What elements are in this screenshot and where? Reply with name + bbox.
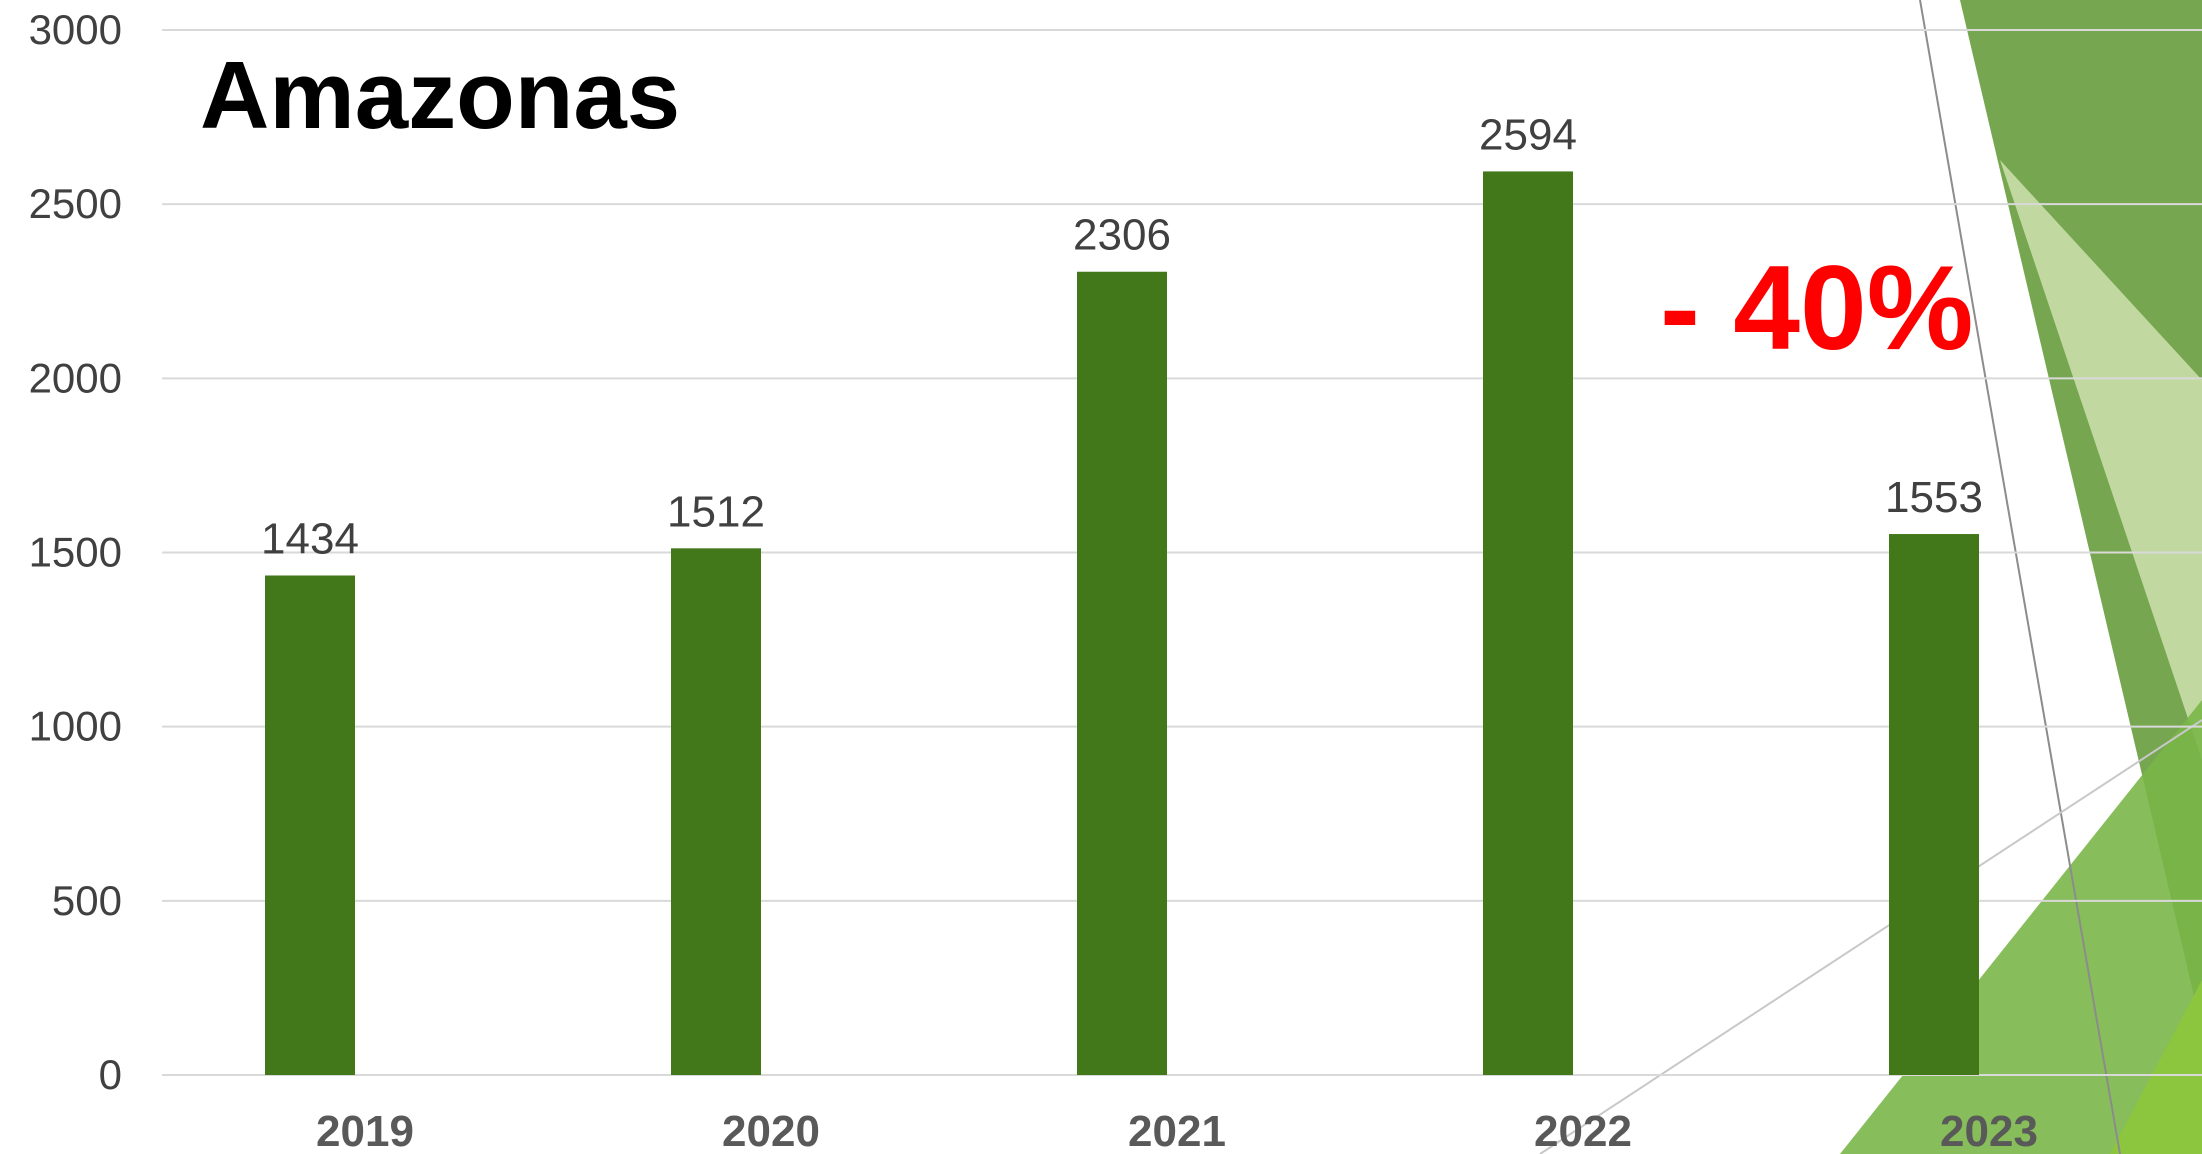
deco-triangle-lime [2110,980,2202,1154]
deco-triangle-light [2000,160,2202,760]
bar-2020 [671,548,761,1075]
x-axis-categories: 2019 2020 2021 2022 2023 [316,1107,2038,1154]
bars [265,171,1979,1075]
data-label-2019: 1434 [261,514,359,563]
data-label-2021: 2306 [1073,211,1171,260]
y-tick-label: 500 [52,877,122,924]
bar-2021 [1077,271,1167,1075]
bar-2022 [1483,171,1573,1075]
deco-line [1539,719,2202,1154]
data-label-2023: 1553 [1885,473,1983,522]
deco-line [1919,0,2121,1154]
chart-title: Amazonas [200,42,681,149]
bar-2023 [1889,534,1979,1075]
decorative-shapes [1539,0,2202,1154]
category-label-2019: 2019 [316,1107,414,1154]
data-labels: 1434 1512 2306 2594 1553 [261,110,1983,563]
y-tick-label: 2500 [29,180,122,227]
y-tick-label: 2000 [29,354,122,401]
data-label-2022: 2594 [1479,110,1577,159]
category-label-2022: 2022 [1534,1107,1632,1154]
gridlines [162,29,2202,1076]
y-axis-ticks: 0 500 1000 1500 2000 2500 3000 [29,6,122,1098]
category-label-2023: 2023 [1940,1107,2038,1154]
y-tick-label: 3000 [29,6,122,53]
y-tick-label: 1000 [29,703,122,750]
y-tick-label: 1500 [29,529,122,576]
y-tick-label: 0 [99,1051,122,1098]
category-label-2021: 2021 [1128,1107,1226,1154]
bar-2019 [265,575,355,1075]
data-label-2020: 1512 [667,487,765,536]
category-label-2020: 2020 [722,1107,820,1154]
change-callout: - 40% [1660,241,1974,375]
deco-triangle-dark [1960,0,2202,1030]
